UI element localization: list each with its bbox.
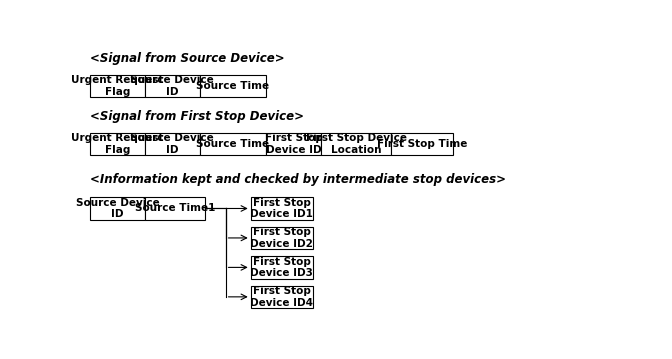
FancyBboxPatch shape: [90, 197, 145, 220]
FancyBboxPatch shape: [321, 132, 391, 155]
Text: First Stop
Device ID4: First Stop Device ID4: [251, 286, 313, 308]
Text: First Stop Time: First Stop Time: [377, 139, 467, 149]
Text: First Stop
Device ID1: First Stop Device ID1: [251, 198, 313, 219]
Text: Source Time: Source Time: [196, 139, 269, 149]
FancyBboxPatch shape: [200, 132, 266, 155]
Text: Urgent Request
Flag: Urgent Request Flag: [71, 133, 164, 155]
Text: <Information kept and checked by intermediate stop devices>: <Information kept and checked by interme…: [90, 173, 506, 186]
FancyBboxPatch shape: [145, 197, 205, 220]
FancyBboxPatch shape: [200, 75, 266, 97]
Text: First Stop
Device ID: First Stop Device ID: [265, 133, 323, 155]
Text: <Signal from Source Device>: <Signal from Source Device>: [90, 52, 285, 65]
FancyBboxPatch shape: [145, 75, 200, 97]
Text: <Signal from First Stop Device>: <Signal from First Stop Device>: [90, 110, 304, 123]
Text: Source Device
ID: Source Device ID: [130, 133, 214, 155]
FancyBboxPatch shape: [251, 256, 313, 279]
Text: First Stop
Device ID2: First Stop Device ID2: [251, 227, 313, 249]
Text: Urgent Request
Flag: Urgent Request Flag: [71, 75, 164, 97]
FancyBboxPatch shape: [90, 132, 145, 155]
Text: First Stop
Device ID3: First Stop Device ID3: [251, 257, 313, 278]
Text: Source Device
ID: Source Device ID: [130, 75, 214, 97]
Text: Source Device
ID: Source Device ID: [76, 198, 159, 219]
FancyBboxPatch shape: [145, 132, 200, 155]
FancyBboxPatch shape: [251, 197, 313, 220]
Text: Source Time: Source Time: [196, 81, 269, 91]
FancyBboxPatch shape: [251, 285, 313, 308]
FancyBboxPatch shape: [391, 132, 453, 155]
Text: First Stop Device
Location: First Stop Device Location: [306, 133, 407, 155]
FancyBboxPatch shape: [90, 75, 145, 97]
Text: Source Time1: Source Time1: [134, 204, 215, 214]
FancyBboxPatch shape: [266, 132, 321, 155]
FancyBboxPatch shape: [251, 227, 313, 249]
